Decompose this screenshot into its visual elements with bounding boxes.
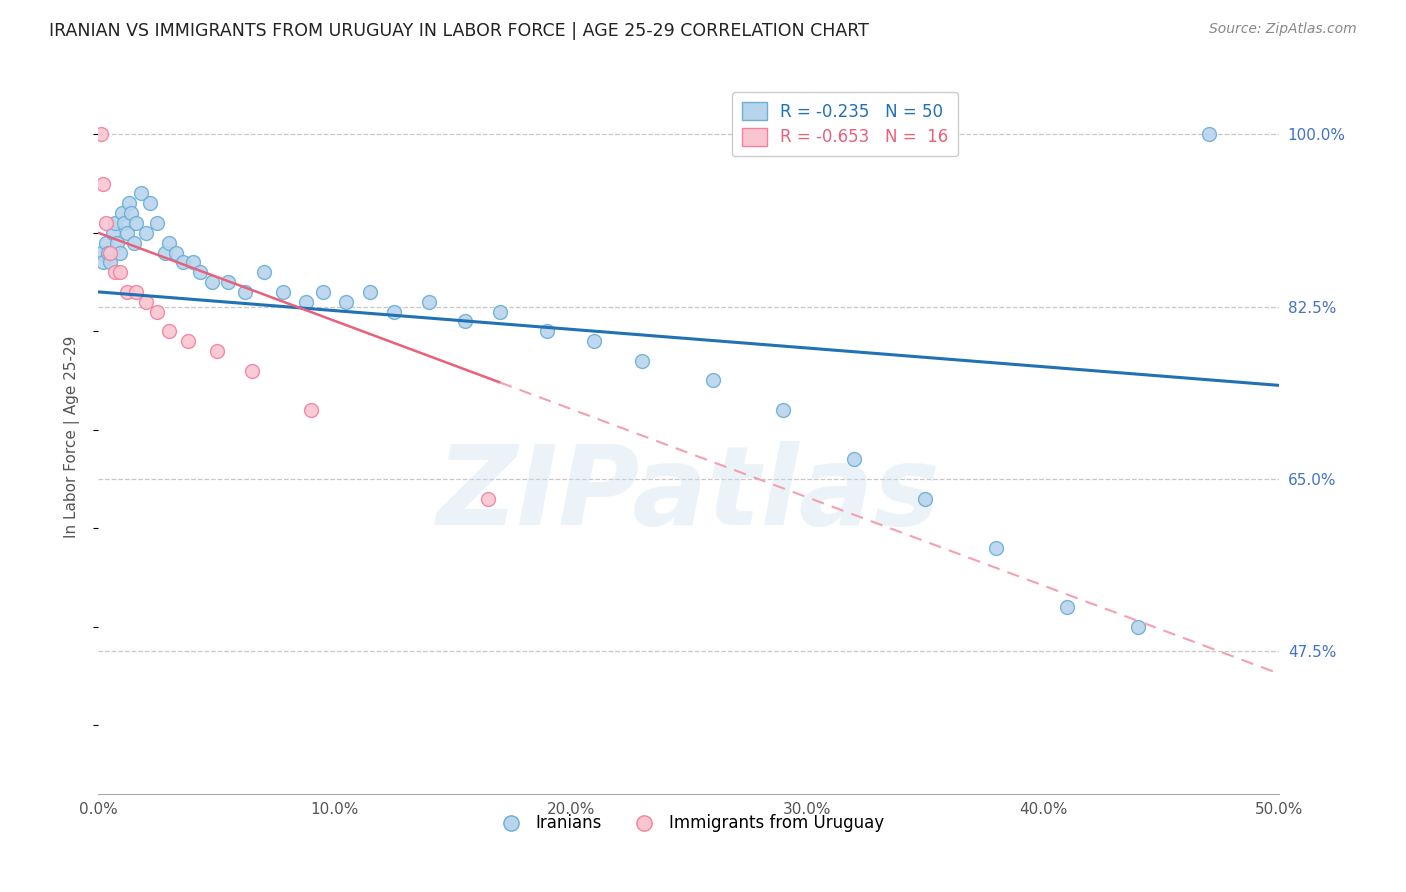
Point [702, 374, 724, 388]
Point [104, 265, 127, 279]
Point [98, 245, 121, 260]
Point [125, 216, 148, 230]
Point [477, 491, 499, 506]
Point [111, 206, 134, 220]
Point [135, 226, 157, 240]
Point [253, 265, 276, 279]
Point [101, 226, 124, 240]
Point [157, 235, 180, 250]
Point [165, 245, 187, 260]
Point [335, 294, 357, 309]
Point [125, 285, 148, 299]
Point [172, 255, 194, 269]
Text: ZIPatlas: ZIPatlas [437, 441, 941, 548]
Point [118, 196, 141, 211]
Point [139, 196, 162, 211]
Point [312, 285, 335, 299]
Point [233, 285, 256, 299]
Text: IRANIAN VS IMMIGRANTS FROM URUGUAY IN LABOR FORCE | AGE 25-29 CORRELATION CHART: IRANIAN VS IMMIGRANTS FROM URUGUAY IN LA… [49, 22, 869, 40]
Point [90, 245, 112, 260]
Point [914, 491, 936, 506]
Point [271, 285, 294, 299]
Point [453, 314, 475, 328]
Point [135, 294, 157, 309]
Point [122, 235, 145, 250]
Point [104, 216, 127, 230]
Point [121, 206, 143, 220]
Point [105, 235, 128, 250]
Point [217, 275, 239, 289]
Point [146, 304, 169, 318]
Point [188, 265, 211, 279]
Point [382, 304, 405, 318]
Point [91, 177, 114, 191]
Point [108, 265, 131, 279]
Point [295, 294, 318, 309]
Point [844, 452, 866, 467]
Point [115, 285, 138, 299]
Point [153, 245, 176, 260]
Point [1056, 599, 1078, 614]
Point [201, 275, 224, 289]
Point [112, 216, 135, 230]
Point [129, 186, 152, 201]
Point [98, 255, 121, 269]
Point [299, 403, 322, 417]
Point [146, 216, 169, 230]
Point [115, 226, 138, 240]
Point [157, 324, 180, 338]
Point [177, 334, 200, 348]
Point [536, 324, 558, 338]
Y-axis label: In Labor Force | Age 25-29: In Labor Force | Age 25-29 [63, 336, 80, 538]
Point [630, 353, 652, 368]
Point [181, 255, 204, 269]
Point [205, 343, 228, 358]
Point [1198, 128, 1220, 142]
Point [90, 128, 112, 142]
Legend: Iranians, Immigrants from Uruguay: Iranians, Immigrants from Uruguay [488, 808, 890, 839]
Point [772, 403, 794, 417]
Point [1126, 619, 1149, 633]
Point [418, 294, 440, 309]
Point [108, 245, 131, 260]
Point [91, 255, 114, 269]
Point [94, 216, 117, 230]
Text: Source: ZipAtlas.com: Source: ZipAtlas.com [1209, 22, 1357, 37]
Point [240, 364, 263, 378]
Point [359, 285, 381, 299]
Point [583, 334, 606, 348]
Point [984, 541, 1007, 555]
Point [489, 304, 512, 318]
Point [97, 245, 120, 260]
Point [94, 235, 117, 250]
